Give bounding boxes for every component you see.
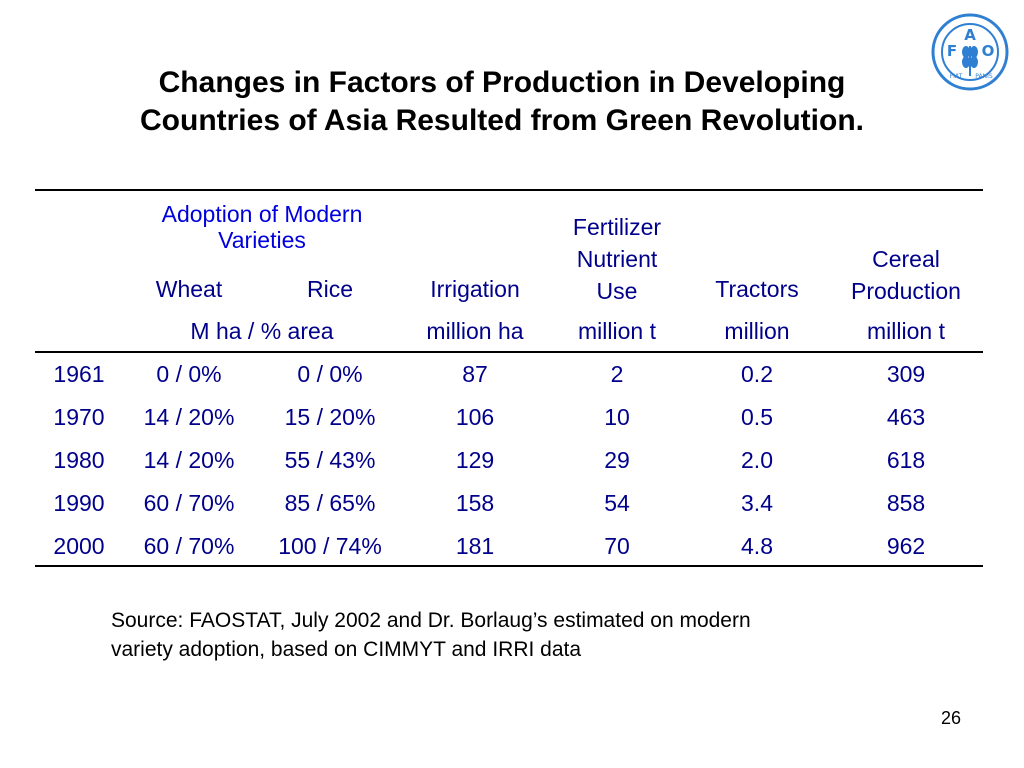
cell-rice: 0 / 0% xyxy=(297,361,363,387)
page-number: 26 xyxy=(941,708,962,728)
table-header-rule xyxy=(35,351,983,353)
cell-tractors: 2.0 xyxy=(741,447,773,473)
cell-year: 1970 xyxy=(53,404,105,430)
unit-cereal: million t xyxy=(867,318,945,344)
cell-tractors: 4.8 xyxy=(741,533,773,559)
cell-irrigation: 181 xyxy=(455,533,495,559)
cell-cereal: 858 xyxy=(886,490,926,516)
header-rice: Rice xyxy=(306,276,354,302)
cell-tractors: 0.5 xyxy=(741,404,773,430)
cell-irrigation: 129 xyxy=(455,447,495,473)
svg-text:A: A xyxy=(964,26,976,44)
cell-fertilizer: 10 xyxy=(604,404,630,430)
svg-text:FIAT: FIAT xyxy=(950,73,963,80)
cell-fertilizer: 70 xyxy=(604,533,630,559)
unit-fertilizer: million t xyxy=(578,318,656,344)
cell-year: 1961 xyxy=(53,361,105,387)
svg-text:PANIS: PANIS xyxy=(975,73,993,80)
cell-tractors: 3.4 xyxy=(741,490,773,516)
cell-wheat: 14 / 20% xyxy=(143,447,235,473)
unit-tractors: million xyxy=(724,318,790,344)
header-fertilizer-line-2: Nutrient xyxy=(576,246,658,272)
header-modern-varieties: Adoption of Modern Varieties xyxy=(162,201,363,253)
header-cereal-production: Cereal Production xyxy=(851,243,961,307)
cell-year: 1990 xyxy=(53,490,105,516)
cell-cereal: 962 xyxy=(886,533,926,559)
source-line-1: Source: FAOSTAT, July 2002 and Dr. Borla… xyxy=(111,609,751,632)
cell-year: 1980 xyxy=(53,447,105,473)
header-fertilizer-line-3: Use xyxy=(596,278,638,304)
header-tractors: Tractors xyxy=(715,276,799,302)
table-bottom-rule xyxy=(35,565,983,567)
header-modern-varieties-line-2: Varieties xyxy=(218,227,306,253)
cell-tractors: 0.2 xyxy=(741,361,773,387)
cell-fertilizer: 2 xyxy=(610,361,624,387)
fao-logo: F A O FIAT PANIS xyxy=(931,13,1009,91)
cell-wheat: 60 / 70% xyxy=(143,490,235,516)
cell-rice: 55 / 43% xyxy=(284,447,376,473)
cell-wheat: 60 / 70% xyxy=(143,533,235,559)
svg-text:O: O xyxy=(982,42,995,60)
cell-cereal: 309 xyxy=(886,361,926,387)
cell-cereal: 463 xyxy=(886,404,926,430)
unit-modern-varieties: M ha / % area xyxy=(190,318,334,344)
cell-fertilizer: 29 xyxy=(604,447,630,473)
cell-wheat: 0 / 0% xyxy=(156,361,222,387)
slide-title-line-1: Changes in Factors of Production in Deve… xyxy=(158,66,846,99)
cell-rice: 15 / 20% xyxy=(284,404,376,430)
cell-cereal: 618 xyxy=(886,447,926,473)
header-fertilizer: Fertilizer Nutrient Use xyxy=(573,211,661,307)
header-modern-varieties-line-1: Adoption of Modern xyxy=(161,201,363,227)
header-fertilizer-line-1: Fertilizer xyxy=(572,214,662,240)
cell-irrigation: 87 xyxy=(462,361,488,387)
cell-irrigation: 106 xyxy=(455,404,495,430)
header-wheat: Wheat xyxy=(155,276,223,302)
slide-title: Changes in Factors of Production in Deve… xyxy=(0,64,1004,140)
cell-wheat: 14 / 20% xyxy=(143,404,235,430)
svg-text:F: F xyxy=(947,42,957,60)
unit-irrigation: million ha xyxy=(426,318,524,344)
cell-rice: 85 / 65% xyxy=(284,490,376,516)
cell-irrigation: 158 xyxy=(455,490,495,516)
cell-fertilizer: 54 xyxy=(604,490,630,516)
table-top-rule xyxy=(35,189,983,191)
cell-year: 2000 xyxy=(53,533,105,559)
source-note: Source: FAOSTAT, July 2002 and Dr. Borla… xyxy=(111,606,931,664)
source-line-2: variety adoption, based on CIMMYT and IR… xyxy=(111,638,582,661)
header-cereal-line-2: Production xyxy=(851,278,961,304)
header-cereal-line-1: Cereal xyxy=(872,246,940,272)
header-irrigation: Irrigation xyxy=(430,276,520,302)
cell-rice: 100 / 74% xyxy=(278,533,382,559)
slide-title-line-2: Countries of Asia Resulted from Green Re… xyxy=(140,104,864,137)
